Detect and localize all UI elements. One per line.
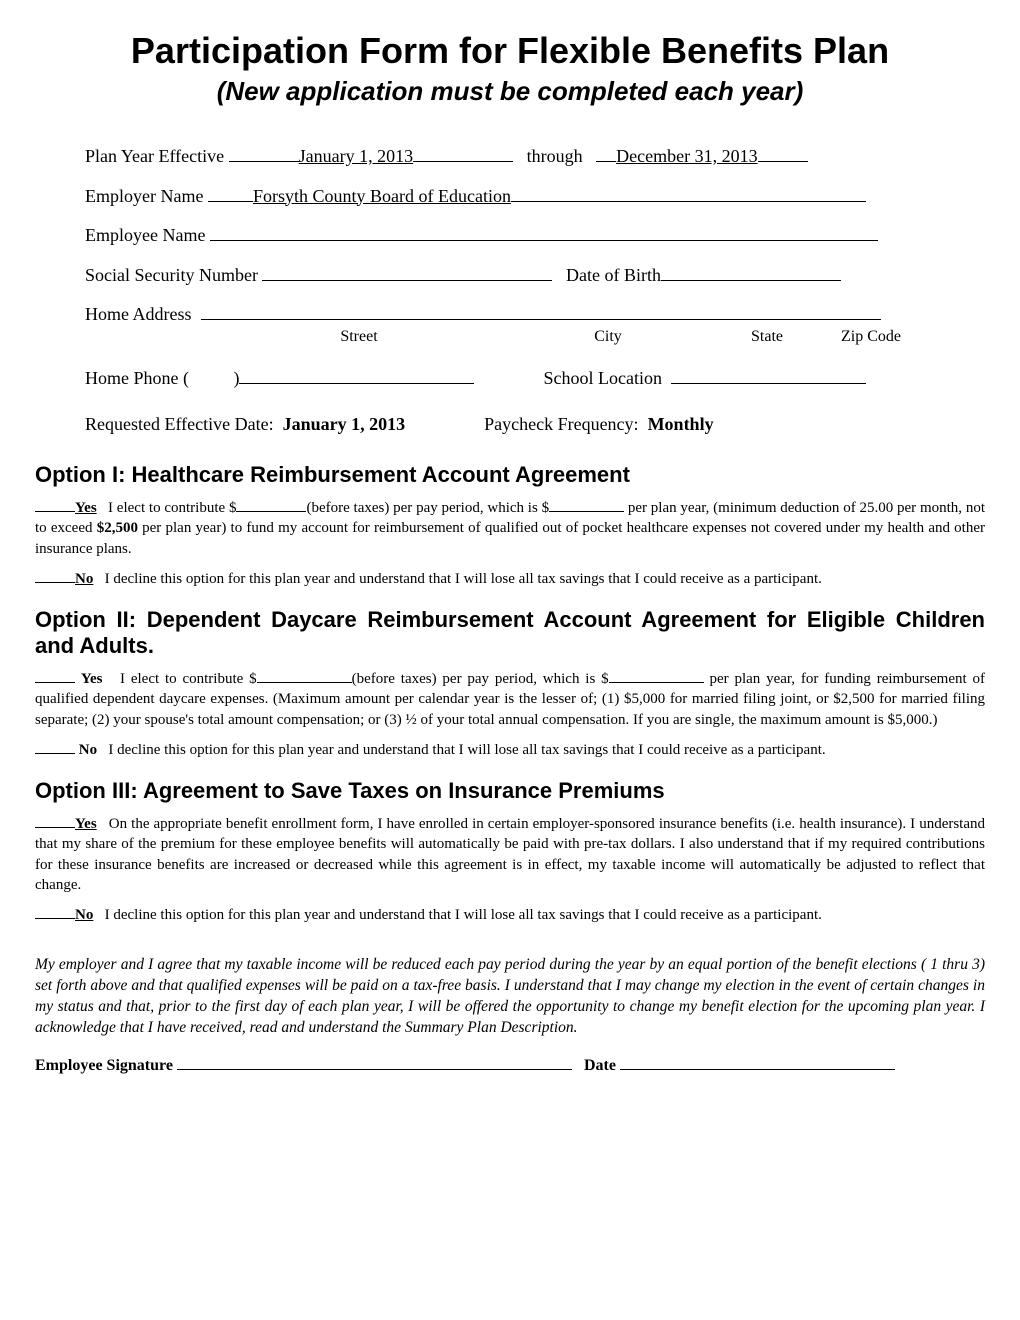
option1-max-amount: $2,500 [97, 520, 138, 536]
plan-year-end: December 31, 2013 [616, 137, 757, 177]
option2-yes-checkbox[interactable] [35, 682, 75, 683]
home-phone-paren: ) [233, 368, 239, 388]
option3-no-checkbox[interactable] [35, 918, 75, 919]
plan-year-start: January 1, 2013 [299, 137, 413, 177]
home-phone-field[interactable] [239, 383, 474, 384]
ssn-label: Social Security Number [85, 265, 258, 285]
option3-heading: Option III: Agreement to Save Taxes on I… [35, 778, 985, 804]
paycheck-freq-label: Paycheck Frequency: [484, 414, 638, 434]
option3-yes-label: Yes [75, 816, 97, 832]
home-address-label: Home Address [85, 304, 192, 324]
agreement-text: My employer and I agree that my taxable … [35, 955, 985, 1039]
school-location-label: School Location [543, 368, 661, 388]
paycheck-freq-value: Monthly [648, 414, 714, 434]
option3-yes-para: Yes On the appropriate benefit enrollmen… [35, 814, 985, 895]
street-sublabel: Street [214, 329, 504, 345]
employee-name-label: Employee Name [85, 225, 205, 245]
employer-name-label: Employer Name [85, 186, 203, 206]
signature-date-label: Date [584, 1057, 616, 1074]
option2-yes-label: Yes [81, 671, 103, 687]
school-location-field[interactable] [671, 383, 866, 384]
signature-field[interactable] [177, 1069, 572, 1070]
dob-label: Date of Birth [566, 265, 661, 285]
employer-name-value: Forsyth County Board of Education [253, 177, 511, 217]
through-label: through [527, 146, 583, 166]
signature-row: Employee Signature Date [35, 1057, 985, 1075]
employee-name-field[interactable] [210, 240, 878, 241]
page-subtitle: (New application must be completed each … [35, 76, 985, 107]
option2-yes-para: Yes I elect to contribute $(before taxes… [35, 669, 985, 730]
option3-yes-checkbox[interactable] [35, 827, 75, 828]
city-sublabel: City [508, 329, 708, 345]
state-sublabel: State [712, 329, 822, 345]
option2-no-checkbox[interactable] [35, 753, 75, 754]
option2-heading: Option II: Dependent Daycare Reimburseme… [35, 607, 985, 659]
option1-yes-checkbox[interactable] [35, 511, 75, 512]
page-title: Participation Form for Flexible Benefits… [35, 30, 985, 72]
option1-no-checkbox[interactable] [35, 582, 75, 583]
req-eff-date-label: Requested Effective Date: [85, 414, 274, 434]
option2-amount-per-period[interactable] [257, 682, 352, 683]
dob-field[interactable] [661, 280, 841, 281]
home-address-field[interactable] [201, 319, 881, 320]
option1-no-label: No [75, 571, 93, 587]
option3-no-para: No I decline this option for this plan y… [35, 905, 985, 925]
home-phone-label: Home Phone ( [85, 368, 189, 388]
option2-no-para: No I decline this option for this plan y… [35, 740, 985, 760]
zip-sublabel: Zip Code [826, 329, 916, 345]
option2-amount-per-year[interactable] [609, 682, 704, 683]
option2-no-label: No [79, 742, 97, 758]
req-eff-date-value: January 1, 2013 [283, 414, 406, 434]
plan-year-label: Plan Year Effective [85, 146, 224, 166]
form-fields: Plan Year Effective January 1, 2013 thro… [85, 137, 935, 444]
option1-amount-per-period[interactable] [236, 511, 306, 512]
option1-yes-para: Yes I elect to contribute $(before taxes… [35, 498, 985, 559]
option1-yes-label: Yes [75, 500, 97, 516]
ssn-field[interactable] [262, 280, 552, 281]
option1-heading: Option I: Healthcare Reimbursement Accou… [35, 462, 985, 488]
signature-label: Employee Signature [35, 1057, 173, 1074]
option1-no-para: No I decline this option for this plan y… [35, 569, 985, 589]
option1-amount-per-year[interactable] [549, 511, 624, 512]
signature-date-field[interactable] [620, 1069, 895, 1070]
option3-no-label: No [75, 907, 93, 923]
